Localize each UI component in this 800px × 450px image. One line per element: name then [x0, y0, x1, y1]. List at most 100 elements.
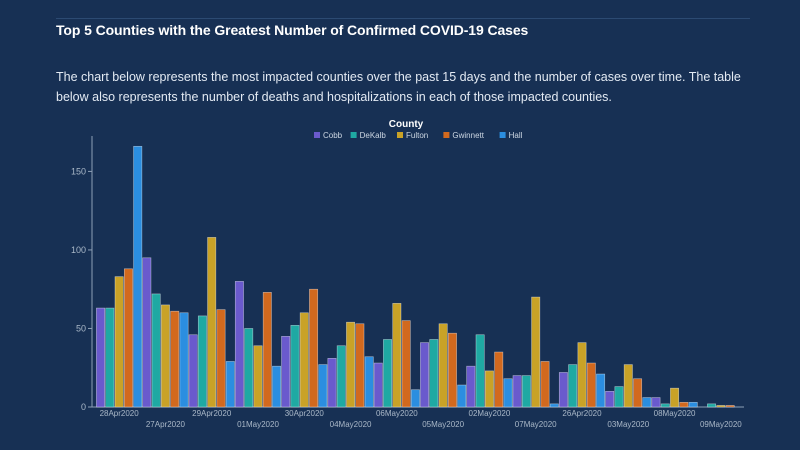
bar-fulton-04may2020[interactable]: [346, 321, 356, 408]
bar-cobb-26apr2020[interactable]: [558, 372, 568, 408]
legend-title: County: [389, 119, 424, 130]
bar-cobb-04may2020[interactable]: [327, 358, 337, 408]
bar-gwinnett-27apr2020[interactable]: [170, 310, 180, 408]
bar-hall-27apr2020[interactable]: [179, 312, 189, 408]
x-tick-label: 28Apr2020: [100, 409, 140, 418]
bar-hall-04may2020[interactable]: [364, 356, 374, 408]
bar-fulton-08may2020[interactable]: [670, 387, 680, 408]
bar-hall-29apr2020[interactable]: [225, 361, 235, 408]
bar-gwinnett-30apr2020[interactable]: [309, 288, 319, 408]
x-tick-label: 09May2020: [700, 420, 742, 429]
legend-swatch-fulton: [397, 132, 403, 138]
bar-fulton-28apr2020[interactable]: [114, 276, 124, 408]
x-tick-label: 06May2020: [376, 409, 418, 418]
bar-cobb-30apr2020[interactable]: [281, 336, 291, 408]
x-tick-label: 03May2020: [607, 420, 649, 429]
bar-cobb-28apr2020[interactable]: [96, 307, 105, 408]
bar-fulton-03may2020[interactable]: [623, 364, 633, 408]
bar-fulton-29apr2020[interactable]: [207, 237, 217, 408]
x-tick-label: 01May2020: [237, 420, 279, 429]
x-tick-label: 02May2020: [469, 409, 511, 418]
bar-cobb-03may2020[interactable]: [605, 390, 615, 408]
y-tick-label: 100: [71, 245, 86, 255]
bar-fulton-30apr2020[interactable]: [299, 312, 309, 408]
bar-gwinnett-29apr2020[interactable]: [216, 309, 226, 408]
bar-dekalb-04may2020[interactable]: [336, 345, 346, 408]
x-tick-label: 27Apr2020: [146, 420, 186, 429]
bar-cobb-07may2020[interactable]: [512, 375, 522, 408]
bar-cobb-06may2020[interactable]: [373, 362, 383, 408]
bar-hall-06may2020[interactable]: [411, 389, 420, 408]
bar-gwinnett-02may2020[interactable]: [494, 351, 504, 408]
bar-fulton-07may2020[interactable]: [531, 296, 541, 408]
bar-fulton-01may2020[interactable]: [253, 345, 263, 408]
bar-dekalb-27apr2020[interactable]: [151, 293, 161, 408]
legend-label-cobb[interactable]: Cobb: [323, 131, 343, 140]
legend-swatch-dekalb: [350, 132, 357, 138]
bar-dekalb-08may2020[interactable]: [660, 403, 670, 408]
bar-hall-05may2020[interactable]: [457, 384, 467, 408]
bar-gwinnett-03may2020[interactable]: [633, 378, 643, 408]
bar-dekalb-07may2020[interactable]: [521, 375, 531, 408]
bar-hall-07may2020[interactable]: [549, 403, 559, 408]
bar-chart: County Cobb DeKalb Fulton Gwinnett Hall 0 50 10…: [71, 119, 744, 429]
bar-fulton-26apr2020[interactable]: [577, 342, 587, 408]
x-axis-labels: 28Apr2020 27Apr2020 29Apr2020 01May2020 30Ap…: [100, 409, 743, 429]
legend-label-hall[interactable]: Hall: [509, 131, 523, 140]
bar-fulton-09may2020[interactable]: [716, 405, 726, 408]
bar-dekalb-02may2020[interactable]: [475, 334, 485, 408]
bar-hall-02may2020[interactable]: [503, 378, 513, 408]
bar-dekalb-05may2020[interactable]: [429, 339, 439, 408]
bar-fulton-02may2020[interactable]: [484, 370, 494, 408]
bar-gwinnett-06may2020[interactable]: [401, 320, 411, 408]
bar-dekalb-26apr2020[interactable]: [568, 364, 578, 408]
bar-fulton-05may2020[interactable]: [438, 323, 448, 408]
bar-hall-01may2020[interactable]: [272, 365, 282, 408]
bar-gwinnett-05may2020[interactable]: [447, 332, 457, 408]
y-tick-label: 50: [76, 323, 86, 333]
bar-dekalb-28apr2020[interactable]: [105, 307, 115, 408]
bar-cobb-08may2020[interactable]: [651, 397, 661, 408]
legend-label-fulton[interactable]: Fulton: [406, 131, 428, 140]
bar-gwinnett-26apr2020[interactable]: [586, 362, 596, 408]
bar-gwinnett-08may2020[interactable]: [679, 401, 689, 408]
bar-cobb-27apr2020[interactable]: [142, 257, 152, 408]
header-divider: [56, 18, 750, 19]
x-tick-label: 26Apr2020: [562, 409, 602, 418]
x-tick-label: 04May2020: [330, 420, 372, 429]
bar-gwinnett-09may2020[interactable]: [725, 405, 735, 408]
bar-fulton-27apr2020[interactable]: [160, 304, 170, 408]
bar-hall-08may2020[interactable]: [688, 401, 698, 408]
legend-label-gwinnett[interactable]: Gwinnett: [452, 131, 484, 140]
bar-cobb-05may2020[interactable]: [420, 342, 429, 408]
bar-hall-03may2020[interactable]: [642, 397, 652, 408]
bar-gwinnett-28apr2020[interactable]: [123, 268, 133, 408]
bar-dekalb-29apr2020[interactable]: [197, 315, 207, 408]
legend-swatch-gwinnett: [443, 132, 450, 138]
bar-gwinnett-07may2020[interactable]: [540, 361, 550, 408]
bar-gwinnett-01may2020[interactable]: [262, 292, 272, 408]
bar-dekalb-03may2020[interactable]: [614, 386, 624, 408]
bar-dekalb-06may2020[interactable]: [383, 339, 393, 408]
legend-label-dekalb[interactable]: DeKalb: [360, 131, 387, 140]
bar-fulton-06may2020[interactable]: [392, 303, 402, 408]
bar-cobb-02may2020[interactable]: [466, 365, 476, 408]
bar-dekalb-01may2020[interactable]: [244, 328, 254, 408]
bar-cobb-01may2020[interactable]: [234, 281, 244, 408]
y-tick-label: 150: [71, 166, 86, 176]
page-title: Top 5 Counties with the Greatest Number …: [56, 22, 529, 38]
y-tick-label: 0: [81, 402, 86, 412]
chart-legend: County Cobb DeKalb Fulton Gwinnett Hall: [314, 119, 523, 140]
bar-hall-28apr2020[interactable]: [133, 145, 143, 408]
chart-bars: [96, 145, 735, 408]
bar-hall-30apr2020[interactable]: [318, 364, 328, 408]
legend-swatch-cobb: [314, 132, 320, 138]
x-tick-label: 30Apr2020: [285, 409, 325, 418]
bar-dekalb-09may2020[interactable]: [707, 403, 717, 408]
chart-description: The chart below represents the most impa…: [56, 70, 741, 104]
bar-gwinnett-04may2020[interactable]: [355, 323, 365, 408]
bar-hall-26apr2020[interactable]: [596, 373, 606, 408]
x-tick-label: 05May2020: [422, 420, 464, 429]
bar-dekalb-30apr2020[interactable]: [290, 325, 300, 408]
bar-cobb-29apr2020[interactable]: [188, 334, 198, 408]
